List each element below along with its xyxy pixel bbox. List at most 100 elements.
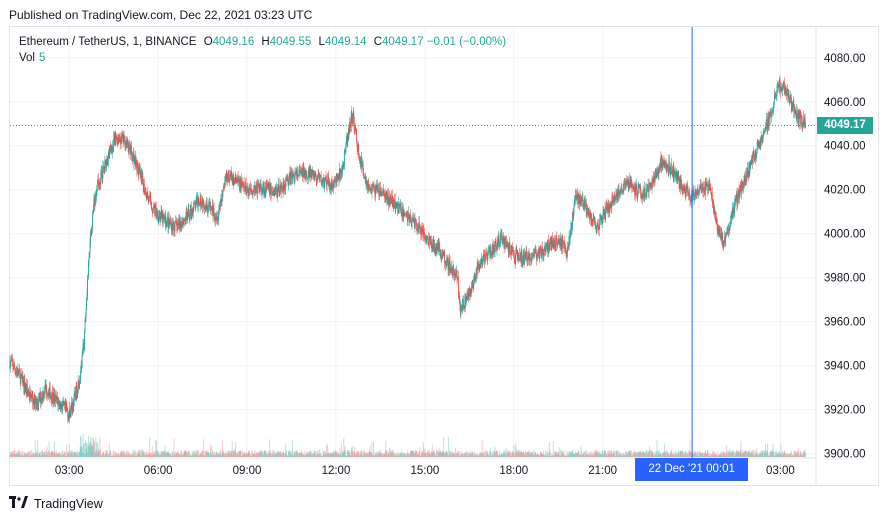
volume-bar	[730, 450, 732, 457]
candle-body	[276, 185, 278, 192]
candle-body	[387, 194, 389, 200]
candle-body	[755, 153, 757, 157]
volume-bar	[774, 455, 775, 457]
candle-body	[279, 190, 281, 196]
candle-body	[260, 185, 262, 190]
volume-bar	[481, 452, 483, 457]
tradingview-brand[interactable]: TradingView	[9, 496, 103, 511]
volume-bar	[641, 451, 643, 457]
candle-body	[278, 184, 280, 192]
volume-bar	[129, 452, 131, 457]
volume-bar	[344, 446, 346, 457]
time-tick-label: 15:00	[410, 465, 439, 477]
volume-bar	[572, 452, 574, 457]
candle-body	[582, 197, 584, 207]
candle-body	[371, 186, 373, 194]
candle-body	[94, 199, 95, 207]
volume-bar	[617, 455, 618, 457]
candle-body	[49, 386, 50, 392]
candle-body	[508, 242, 510, 249]
candle-body	[404, 213, 406, 215]
candle-body	[771, 110, 773, 117]
candle-body	[175, 221, 177, 225]
candle-body	[414, 220, 415, 229]
volume-bar	[75, 450, 77, 457]
candle-body	[545, 246, 547, 250]
candle-body	[331, 179, 332, 189]
candle-body	[363, 177, 365, 179]
candle-body	[532, 254, 533, 257]
volume-bar	[383, 453, 385, 457]
volume-bar	[146, 454, 148, 457]
volume-bar	[66, 453, 68, 457]
candle-body	[373, 184, 374, 187]
candle-body	[157, 219, 159, 221]
volume-bar	[424, 452, 426, 457]
volume-bar	[566, 455, 568, 457]
candle-body	[603, 212, 605, 215]
candle-body	[736, 193, 737, 200]
candle-body	[541, 247, 543, 255]
volume-bar	[610, 451, 612, 457]
candle-body	[218, 210, 220, 215]
volume-bar	[205, 450, 207, 457]
volume-bar	[579, 454, 581, 457]
candle-body	[629, 178, 631, 184]
low-label: L	[318, 36, 325, 48]
volume-bar	[739, 450, 741, 457]
candle-body	[677, 174, 679, 179]
chart-frame[interactable]	[9, 26, 879, 486]
candle-body	[638, 186, 640, 188]
volume-bar	[285, 444, 287, 457]
candle-body	[55, 395, 57, 400]
volume-bars	[9, 434, 807, 457]
candle-body	[107, 153, 109, 163]
volume-bar	[228, 450, 230, 457]
volume-bar	[278, 451, 280, 457]
candle-body	[679, 180, 681, 185]
volume-bar	[29, 451, 31, 457]
time-tick-label: 06:00	[144, 465, 173, 477]
volume-bar	[783, 453, 785, 457]
volume-bar	[657, 455, 658, 457]
candle-body	[382, 188, 384, 192]
volume-bar	[189, 455, 191, 457]
candle-body	[128, 147, 129, 153]
candle-body	[451, 267, 453, 274]
volume-bar	[246, 452, 248, 457]
volume-bar	[679, 452, 681, 457]
candle-body	[467, 291, 469, 298]
volume-bar	[340, 443, 342, 457]
volume-bar	[404, 452, 406, 457]
candle-body	[665, 161, 667, 164]
volume-bar	[258, 452, 260, 457]
candle-body	[424, 237, 426, 238]
candle-body	[399, 207, 401, 210]
volume-bar	[394, 455, 396, 457]
volume-bar	[415, 450, 416, 457]
volume-bar	[705, 453, 707, 457]
volume-bar	[185, 452, 187, 457]
candle-body	[14, 370, 16, 374]
volume-bar	[58, 452, 60, 457]
volume-bar	[445, 451, 447, 457]
volume-bar	[207, 452, 209, 457]
candle-body	[257, 184, 259, 186]
candle-body	[282, 181, 284, 192]
volume-bar	[304, 454, 306, 457]
candle-body	[587, 210, 589, 215]
candle-body	[540, 249, 542, 257]
volume-bar	[260, 453, 262, 457]
candle-body	[625, 182, 627, 186]
volume-bar	[665, 455, 667, 457]
volume-bar	[143, 451, 145, 457]
volume-bar	[794, 454, 796, 457]
volume-bar	[361, 452, 363, 457]
candle-body	[191, 209, 193, 215]
volume-bar	[232, 454, 234, 457]
candle-body	[718, 231, 720, 234]
candle-body	[77, 391, 79, 394]
volume-bar	[137, 450, 139, 457]
candle-body	[470, 289, 472, 295]
